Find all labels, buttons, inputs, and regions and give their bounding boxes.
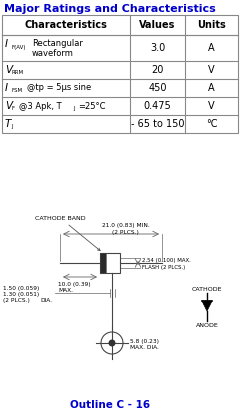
Text: CATHODE: CATHODE (192, 287, 222, 292)
Text: (2 PLCS.): (2 PLCS.) (112, 230, 139, 235)
Text: F: F (11, 105, 14, 110)
Text: J: J (11, 124, 13, 129)
Text: J: J (73, 105, 75, 110)
Text: Outline C - 16: Outline C - 16 (70, 400, 150, 410)
Text: 1.50 (0.059): 1.50 (0.059) (3, 286, 39, 290)
Text: A: A (208, 83, 215, 93)
Text: ANODE: ANODE (196, 323, 218, 328)
Text: V: V (5, 101, 12, 111)
Text: I: I (5, 83, 8, 93)
Text: MAX. DIA.: MAX. DIA. (130, 344, 159, 349)
Text: CATHODE BAND: CATHODE BAND (35, 215, 100, 251)
Text: Units: Units (197, 20, 226, 30)
Text: 3.0: 3.0 (150, 43, 165, 53)
Text: 450: 450 (148, 83, 167, 93)
Text: FSM: FSM (11, 88, 22, 93)
Text: MAX.: MAX. (58, 288, 73, 293)
Text: 0.475: 0.475 (144, 101, 171, 111)
Text: V: V (208, 65, 215, 75)
Text: I: I (5, 39, 8, 49)
Text: °C: °C (206, 119, 217, 129)
Text: - 65 to 150: - 65 to 150 (131, 119, 184, 129)
Text: waveform: waveform (32, 49, 74, 58)
Text: A: A (208, 43, 215, 53)
Text: FLASH (2 PLCS.): FLASH (2 PLCS.) (142, 264, 185, 269)
Text: @3 Apk, T: @3 Apk, T (19, 102, 62, 110)
Bar (100, 253, 106, 273)
Text: Characteristics: Characteristics (24, 20, 108, 30)
Bar (100, 253, 106, 273)
Bar (100, 253, 120, 273)
Text: T: T (5, 119, 11, 129)
Text: 5.8 (0.23): 5.8 (0.23) (130, 339, 159, 344)
Text: =25°C: =25°C (78, 102, 106, 110)
Text: V: V (5, 65, 12, 75)
Text: V: V (208, 101, 215, 111)
Text: Values: Values (139, 20, 176, 30)
Text: F(AV): F(AV) (11, 44, 25, 49)
Text: Major Ratings and Characteristics: Major Ratings and Characteristics (4, 4, 216, 14)
Circle shape (101, 332, 123, 354)
Text: @tp = 5μs sine: @tp = 5μs sine (27, 83, 91, 93)
Text: 1.30 (0.051): 1.30 (0.051) (3, 291, 39, 296)
Circle shape (108, 339, 115, 347)
Polygon shape (202, 301, 212, 311)
Text: 2.54 (0.100) MAX.: 2.54 (0.100) MAX. (142, 257, 191, 263)
Text: (2 PLCS.): (2 PLCS.) (3, 298, 30, 303)
Text: RRM: RRM (11, 69, 23, 75)
Text: 21.0 (0.83) MIN.: 21.0 (0.83) MIN. (102, 223, 150, 228)
Text: Rectangular: Rectangular (32, 39, 83, 49)
Text: DIA.: DIA. (40, 298, 52, 303)
Bar (2, 15, 238, 133)
Text: 10.0 (0.39): 10.0 (0.39) (58, 282, 91, 287)
Text: 20: 20 (151, 65, 164, 75)
